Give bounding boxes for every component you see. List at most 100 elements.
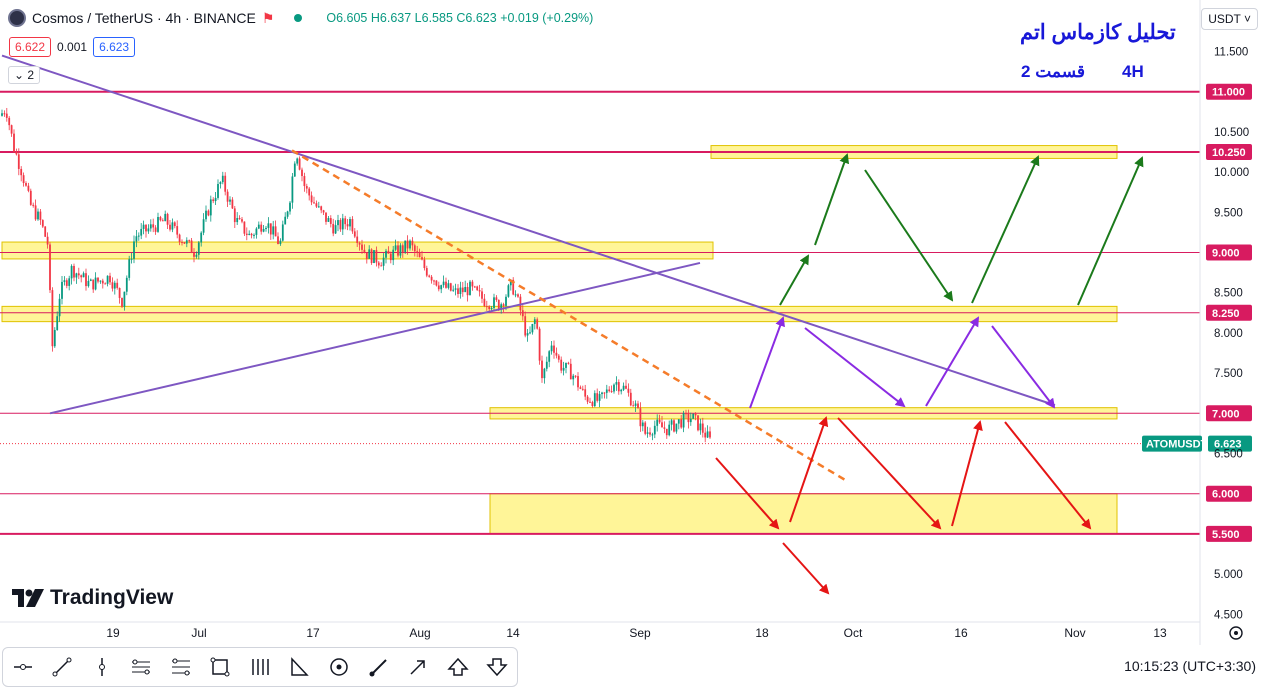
candle-body bbox=[457, 288, 459, 294]
candle-body bbox=[368, 249, 371, 259]
candle-body bbox=[308, 188, 311, 196]
candle-body bbox=[46, 236, 49, 245]
candle-body bbox=[97, 277, 99, 282]
candle-body bbox=[637, 403, 639, 409]
candle-body bbox=[353, 231, 356, 237]
candle-body bbox=[257, 224, 260, 229]
candle-body bbox=[250, 233, 253, 236]
trend-line-1 bbox=[49, 261, 701, 415]
symbol-title[interactable]: Cosmos / TetherUS · 4h · BINANCE bbox=[32, 10, 256, 26]
candle-body bbox=[10, 125, 13, 134]
candle-body bbox=[243, 221, 246, 234]
candle-body bbox=[629, 392, 632, 406]
trend-line-icon[interactable] bbox=[49, 654, 75, 680]
buy-price-button[interactable]: 6.623 bbox=[93, 37, 136, 57]
candle-body bbox=[665, 428, 668, 436]
candle-body bbox=[550, 345, 553, 352]
candle-body bbox=[226, 191, 229, 202]
arrow-down-icon[interactable] bbox=[484, 654, 510, 680]
collapse-icon: ⌄ bbox=[14, 68, 25, 82]
candle-body bbox=[157, 216, 159, 232]
candle-body bbox=[65, 280, 68, 286]
arrow-up-icon[interactable] bbox=[445, 654, 471, 680]
candle-body bbox=[173, 222, 176, 227]
triangle-pattern-icon[interactable] bbox=[286, 654, 312, 680]
candle-body bbox=[545, 361, 548, 369]
horizontal-line-icon[interactable] bbox=[10, 654, 36, 680]
candle-body bbox=[442, 281, 445, 286]
candle-body bbox=[58, 298, 61, 317]
candle-body bbox=[181, 241, 183, 243]
clock[interactable]: 10:15:23 (UTC+3:30) bbox=[1124, 658, 1256, 674]
zone-2 bbox=[1, 305, 1118, 323]
candle-body bbox=[634, 403, 637, 406]
flag-icon[interactable]: ⚑ bbox=[261, 9, 275, 26]
parallel-channel-icon[interactable] bbox=[128, 654, 154, 680]
candle-body bbox=[13, 133, 15, 152]
arrow-icon[interactable] bbox=[405, 654, 431, 680]
candle-body bbox=[197, 242, 200, 255]
ellipse-icon[interactable] bbox=[326, 654, 352, 680]
candle-body bbox=[373, 250, 375, 264]
candle-body bbox=[567, 362, 570, 364]
candle-body bbox=[325, 212, 327, 222]
candle-body bbox=[188, 240, 191, 242]
candle-body bbox=[701, 423, 704, 433]
candle-body bbox=[200, 232, 203, 243]
fib-icon[interactable] bbox=[168, 654, 194, 680]
candle-body bbox=[574, 375, 577, 377]
tradingview-logo[interactable]: TradingView bbox=[12, 586, 173, 610]
level-label-15: 5.500 bbox=[1212, 529, 1240, 541]
currency-select[interactable]: USDT ˅ bbox=[1201, 8, 1258, 30]
candle-body bbox=[421, 257, 423, 260]
rectangle-icon[interactable] bbox=[207, 654, 233, 680]
brush-icon[interactable] bbox=[366, 654, 392, 680]
price-axis[interactable]: 11.500 11.000 10.500 10.250 10.000 9.500 9.000… bbox=[1142, 47, 1252, 622]
red-forecast-arrow-0 bbox=[715, 457, 780, 530]
candle-body bbox=[639, 408, 642, 427]
candle-body bbox=[610, 391, 613, 393]
ohlc-values: O6.605 H6.637 L6.585 C6.623 +0.019 (+0.2… bbox=[326, 11, 593, 25]
pattern-icon[interactable] bbox=[247, 654, 273, 680]
candle-body bbox=[425, 268, 428, 276]
candle-body bbox=[459, 287, 462, 294]
candle-body bbox=[221, 175, 224, 183]
candle-body bbox=[687, 413, 690, 423]
vertical-line-icon[interactable] bbox=[89, 654, 115, 680]
indicator-toggle[interactable]: ⌄ 2 bbox=[8, 66, 41, 84]
candle-body bbox=[317, 206, 320, 208]
candle-body bbox=[25, 183, 27, 186]
candle-body bbox=[555, 352, 558, 356]
candle-body bbox=[593, 393, 596, 407]
candle-body bbox=[265, 227, 267, 230]
candle-body bbox=[94, 277, 97, 290]
candle-body bbox=[454, 288, 457, 290]
candle-body bbox=[272, 226, 275, 235]
candle-body bbox=[404, 240, 407, 252]
candle-body bbox=[130, 258, 133, 260]
candle-body bbox=[538, 328, 541, 361]
candle-body bbox=[51, 290, 54, 347]
candle-body bbox=[361, 244, 363, 250]
sell-price-button[interactable]: 6.622 bbox=[9, 37, 52, 57]
candle-body bbox=[488, 306, 491, 310]
candle-body bbox=[392, 249, 395, 261]
candle-body bbox=[617, 382, 620, 392]
settings-icon[interactable] bbox=[1229, 626, 1243, 640]
candle-body bbox=[327, 218, 330, 222]
candle-body bbox=[524, 316, 527, 336]
purple-forecast-arrow-3 bbox=[991, 325, 1056, 409]
level-tag-8 bbox=[1206, 304, 1252, 321]
time-axis[interactable]: 19 Jul 17 Aug 14 Sep 18 Oct 16 Nov 13 bbox=[106, 626, 1167, 640]
candle-body bbox=[473, 286, 476, 288]
candle-body bbox=[627, 388, 630, 393]
candle-body bbox=[584, 389, 587, 397]
red-forecast-arrow-5 bbox=[782, 542, 830, 595]
candle-body bbox=[274, 226, 277, 237]
candle-body bbox=[565, 362, 567, 368]
candle-body bbox=[589, 401, 591, 403]
candle-body bbox=[269, 223, 272, 235]
candle-body bbox=[689, 418, 692, 423]
candle-body bbox=[229, 199, 231, 202]
